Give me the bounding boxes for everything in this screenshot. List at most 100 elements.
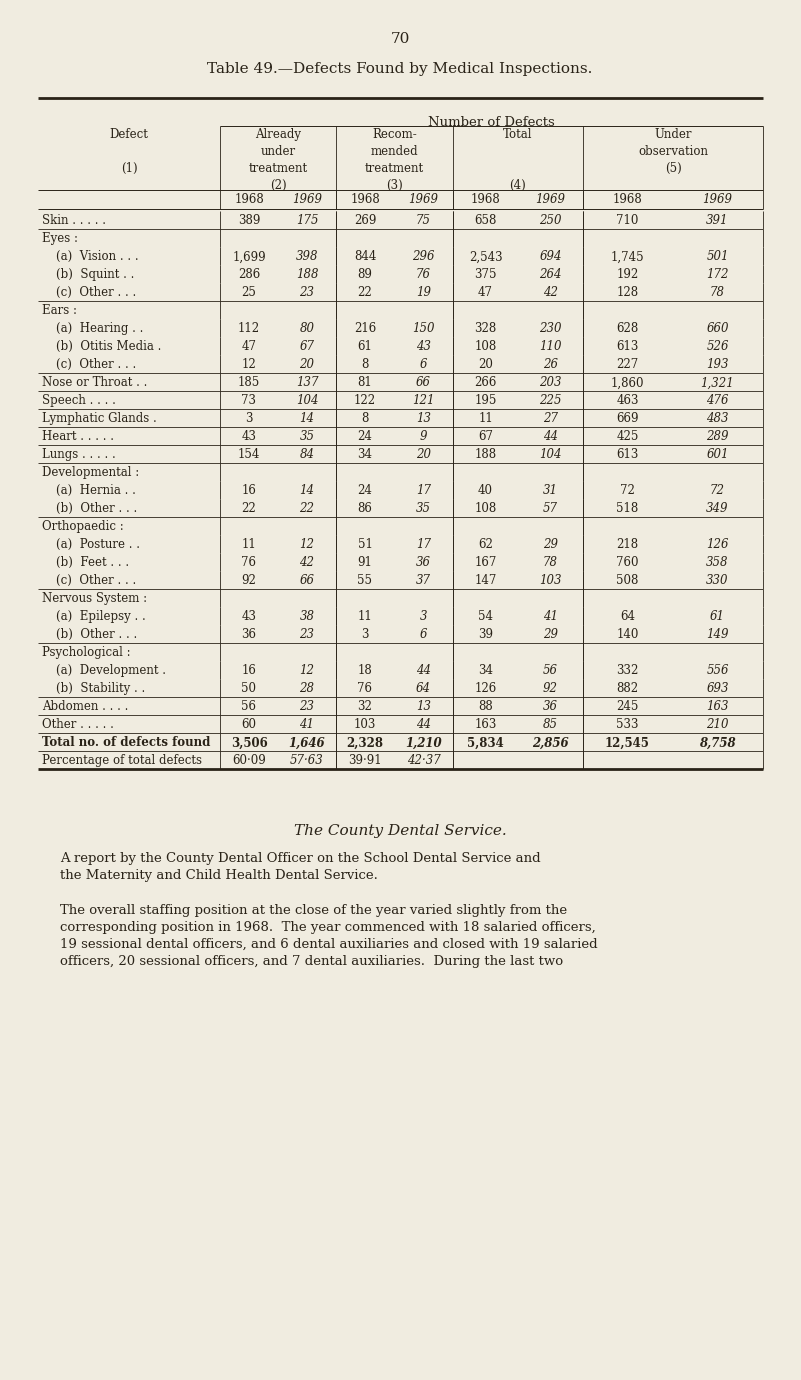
Text: 76: 76 <box>416 268 431 282</box>
Text: 18: 18 <box>357 664 372 678</box>
Text: (b)  Other . . .: (b) Other . . . <box>56 502 137 515</box>
Text: 1968: 1968 <box>471 193 501 206</box>
Text: Nervous System :: Nervous System : <box>42 592 147 606</box>
Text: 23: 23 <box>300 287 315 299</box>
Text: Under
observation
(5): Under observation (5) <box>638 128 708 175</box>
Text: 613: 613 <box>616 448 638 461</box>
Text: 5,834: 5,834 <box>467 737 504 749</box>
Text: 19: 19 <box>416 287 431 299</box>
Text: 44: 44 <box>416 664 431 678</box>
Text: 137: 137 <box>296 377 318 389</box>
Text: 230: 230 <box>539 323 562 335</box>
Text: 1,646: 1,646 <box>288 737 325 749</box>
Text: 188: 188 <box>474 448 497 461</box>
Text: Recom-
mended
treatment
(3): Recom- mended treatment (3) <box>365 128 424 192</box>
Text: 3: 3 <box>361 628 368 642</box>
Text: 55: 55 <box>357 574 372 588</box>
Text: 1968: 1968 <box>613 193 642 206</box>
Text: 3,506: 3,506 <box>231 737 268 749</box>
Text: 78: 78 <box>543 556 558 570</box>
Text: 13: 13 <box>416 701 431 713</box>
Text: 80: 80 <box>300 323 315 335</box>
Text: 8,758: 8,758 <box>699 737 736 749</box>
Text: 266: 266 <box>474 377 497 389</box>
Text: 245: 245 <box>616 701 638 713</box>
Text: The County Dental Service.: The County Dental Service. <box>294 824 506 838</box>
Text: 31: 31 <box>543 484 558 497</box>
Text: 216: 216 <box>354 323 376 335</box>
Text: 42: 42 <box>543 287 558 299</box>
Text: 36: 36 <box>241 628 256 642</box>
Text: 12: 12 <box>300 538 315 552</box>
Text: 60·09: 60·09 <box>232 755 266 767</box>
Text: 349: 349 <box>706 502 729 515</box>
Text: 328: 328 <box>474 323 497 335</box>
Text: 26: 26 <box>543 359 558 371</box>
Text: 175: 175 <box>296 214 318 228</box>
Text: 72: 72 <box>710 484 725 497</box>
Text: 658: 658 <box>474 214 497 228</box>
Text: 47: 47 <box>241 341 256 353</box>
Text: 286: 286 <box>238 268 260 282</box>
Text: 2,543: 2,543 <box>469 250 502 264</box>
Text: 67: 67 <box>478 431 493 443</box>
Text: 463: 463 <box>616 395 638 407</box>
Text: 85: 85 <box>543 719 558 731</box>
Text: 9: 9 <box>420 431 427 443</box>
Text: 103: 103 <box>354 719 376 731</box>
Text: 2,856: 2,856 <box>532 737 569 749</box>
Text: 112: 112 <box>238 323 260 335</box>
Text: 844: 844 <box>354 250 376 264</box>
Text: 50: 50 <box>241 682 256 696</box>
Text: 62: 62 <box>478 538 493 552</box>
Text: 12: 12 <box>242 359 256 371</box>
Text: 476: 476 <box>706 395 729 407</box>
Text: The overall staffing position at the close of the year varied slightly from the: The overall staffing position at the clo… <box>60 904 567 916</box>
Text: 91: 91 <box>357 556 372 570</box>
Text: 103: 103 <box>539 574 562 588</box>
Text: (c)  Other . . .: (c) Other . . . <box>56 359 136 371</box>
Text: 44: 44 <box>416 719 431 731</box>
Text: 66: 66 <box>300 574 315 588</box>
Text: Other . . . . .: Other . . . . . <box>42 719 114 731</box>
Text: 86: 86 <box>357 502 372 515</box>
Text: 43: 43 <box>241 610 256 624</box>
Text: 40: 40 <box>478 484 493 497</box>
Text: (a)  Hearing . .: (a) Hearing . . <box>56 323 143 335</box>
Text: 20: 20 <box>300 359 315 371</box>
Text: 28: 28 <box>300 682 315 696</box>
Text: 1969: 1969 <box>409 193 438 206</box>
Text: 104: 104 <box>539 448 562 461</box>
Text: 67: 67 <box>300 341 315 353</box>
Text: 41: 41 <box>543 610 558 624</box>
Text: 38: 38 <box>300 610 315 624</box>
Text: 195: 195 <box>474 395 497 407</box>
Text: 57·63: 57·63 <box>290 755 324 767</box>
Text: (a)  Hernia . .: (a) Hernia . . <box>56 484 136 497</box>
Text: 330: 330 <box>706 574 729 588</box>
Text: 601: 601 <box>706 448 729 461</box>
Text: 192: 192 <box>617 268 638 282</box>
Text: 27: 27 <box>543 413 558 425</box>
Text: 60: 60 <box>241 719 256 731</box>
Text: 61: 61 <box>357 341 372 353</box>
Text: Orthopaedic :: Orthopaedic : <box>42 520 123 534</box>
Text: 14: 14 <box>300 413 315 425</box>
Text: 25: 25 <box>242 287 256 299</box>
Text: 193: 193 <box>706 359 729 371</box>
Text: 22: 22 <box>357 287 372 299</box>
Text: 332: 332 <box>616 664 638 678</box>
Text: 128: 128 <box>617 287 638 299</box>
Text: 147: 147 <box>474 574 497 588</box>
Text: 185: 185 <box>238 377 260 389</box>
Text: 1969: 1969 <box>702 193 732 206</box>
Text: 1968: 1968 <box>350 193 380 206</box>
Text: 398: 398 <box>296 250 318 264</box>
Text: 24: 24 <box>357 484 372 497</box>
Text: 660: 660 <box>706 323 729 335</box>
Text: 84: 84 <box>300 448 315 461</box>
Text: 126: 126 <box>474 682 497 696</box>
Text: 710: 710 <box>616 214 638 228</box>
Text: 36: 36 <box>543 701 558 713</box>
Text: (b)  Feet . . .: (b) Feet . . . <box>56 556 129 570</box>
